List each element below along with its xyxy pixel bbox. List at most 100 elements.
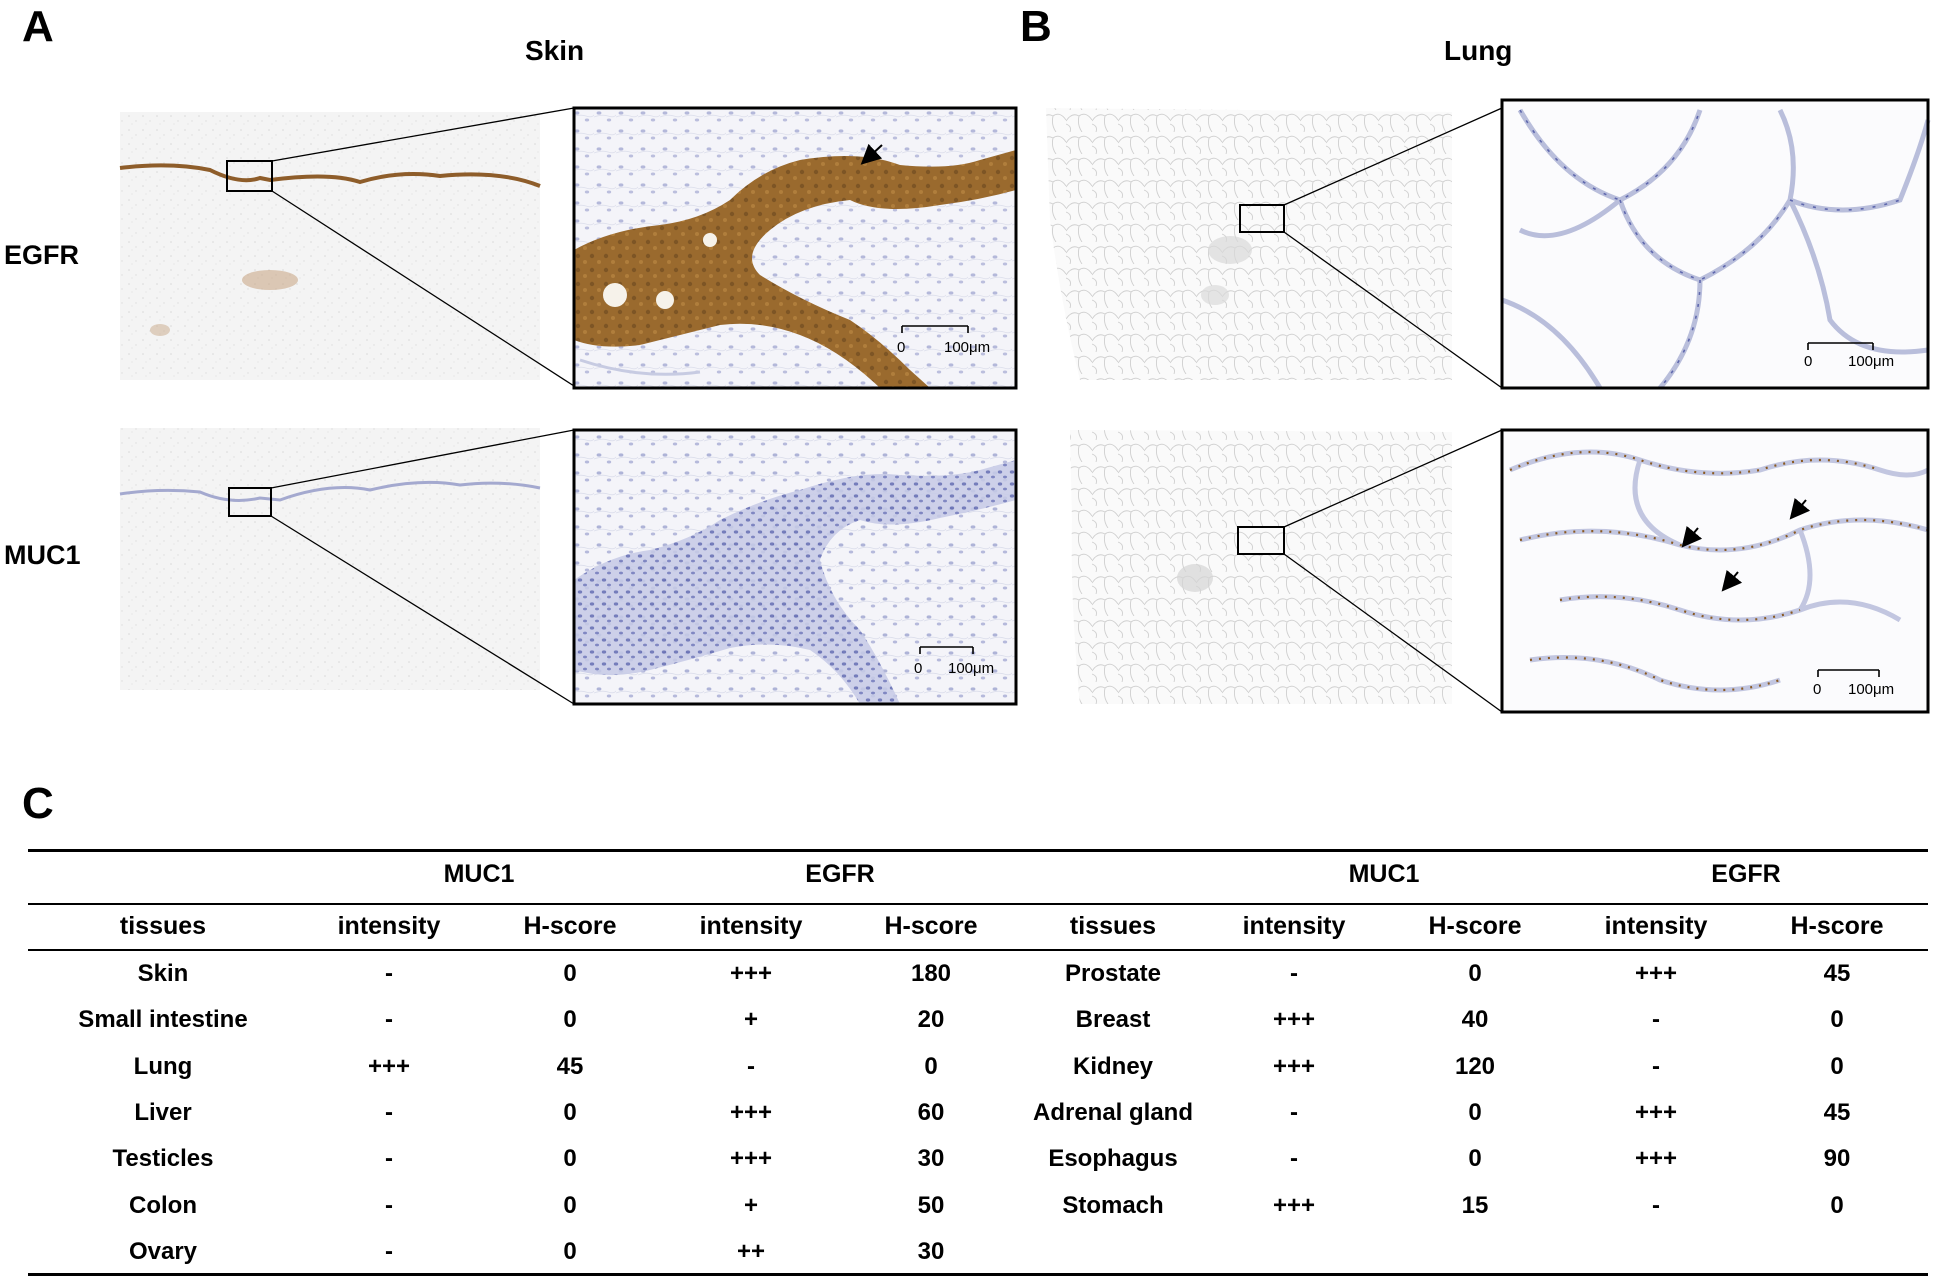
table-cell-h-score: 0 — [1468, 1145, 1482, 1173]
table-cell-intensity: - — [1290, 1098, 1298, 1126]
table-group-header-row: MUC1 EGFR MUC1 EGFR — [28, 851, 1928, 897]
scale-zero-label: 0 — [914, 660, 922, 677]
skin-muc1-zoom — [572, 428, 1018, 706]
column-header-intensity: intensity — [1604, 912, 1708, 940]
table-cell-tissues: Stomach — [1062, 1191, 1164, 1219]
table-row: Liver - 0 +++ 60 Adrenal gland - 0 +++ 45 — [28, 1090, 1928, 1136]
table-cell-h-score: 120 — [1454, 1052, 1496, 1080]
table-cell-h-score: 30 — [917, 1145, 945, 1173]
column-header-intensity: intensity — [1242, 912, 1346, 940]
scale-bar-skin-muc1: 0 100μm — [914, 646, 994, 677]
table-cell-intensity: - — [385, 1145, 393, 1173]
table-header-rule — [28, 949, 1928, 951]
table-cell-h-score: 60 — [917, 1098, 945, 1126]
row-label-muc1: MUC1 — [4, 540, 81, 570]
lung-egfr-overview — [1046, 108, 1452, 380]
column-header-intensity: intensity — [337, 912, 441, 940]
table-cell-h-score: 40 — [1461, 1006, 1489, 1034]
lung-muc1-roi-box — [1237, 526, 1285, 555]
row-label-egfr: EGFR — [4, 240, 80, 270]
scale-zero-label: 0 — [1804, 353, 1812, 370]
table-bottom-rule — [28, 1273, 1928, 1276]
table-cell-intensity: - — [385, 1006, 393, 1034]
table-cell-h-score: 0 — [1830, 1006, 1844, 1034]
lung-muc1-overview — [1070, 430, 1452, 704]
column-header-intensity: intensity — [699, 912, 803, 940]
group-header-egfr: EGFR — [805, 860, 875, 888]
table-cell-intensity: - — [1652, 1191, 1660, 1219]
panel-title-lung: Lung — [1444, 35, 1513, 66]
table-cell-h-score: 45 — [1823, 960, 1851, 987]
scale-zero-label: 0 — [1813, 681, 1821, 698]
table-cell-h-score: 0 — [563, 1237, 577, 1265]
skin-egfr-roi-box — [226, 160, 273, 192]
table-row: Small intestine - 0 +20 Breast +++ 40 - 0 — [28, 997, 1928, 1043]
table-cell-intensity: - — [1652, 1006, 1660, 1034]
group-header-egfr: EGFR — [1711, 860, 1781, 888]
table-group-rule — [28, 903, 1928, 905]
table-cell-intensity: +++ — [1634, 1145, 1678, 1173]
table-cell-intensity: +++ — [729, 1145, 773, 1173]
table-cell-tissues: Kidney — [1072, 1052, 1154, 1080]
panel-letter-b: B — [1020, 2, 1052, 51]
column-header-tissues: tissues — [1069, 912, 1157, 940]
table-cell-h-score: 0 — [1830, 1052, 1844, 1080]
table-row: Colon - 0 +50 Stomach +++ 15 - 0 — [28, 1183, 1928, 1229]
lung-egfr-zoom — [1500, 98, 1931, 390]
table-cell-tissues: Ovary — [128, 1237, 198, 1265]
table-cell-h-score: 30 — [917, 1237, 945, 1265]
table-cell-intensity: - — [1290, 1145, 1298, 1173]
table-cell-h-score: 50 — [917, 1191, 945, 1219]
table-cell-intensity: +++ — [1634, 960, 1678, 987]
table-cell-intensity: +++ — [1634, 1098, 1678, 1126]
micrograph-figure: 0 100μm 0 100μm 0 100μm 0 100μm — [119, 98, 1931, 714]
panel-title-skin: Skin — [525, 35, 585, 66]
table-cell-intensity: - — [385, 1191, 393, 1219]
table-cell-intensity: + — [743, 1191, 759, 1219]
table-cell-tissues: Esophagus — [1048, 1145, 1178, 1173]
table-cell-tissues: Lung — [133, 1052, 193, 1080]
lung-muc1-zoom — [1500, 428, 1930, 714]
table-cell-h-score: 90 — [1823, 1145, 1851, 1173]
table-cell-intensity: - — [385, 1237, 393, 1265]
table-row: Skin - 0 +++ 180 Prostate - 0 +++ 45 — [28, 951, 1928, 997]
scale-length-label: 100μm — [1848, 681, 1894, 698]
table-cell-intensity: - — [385, 960, 393, 987]
table-cell-intensity: - — [1290, 960, 1298, 987]
table-cell-h-score: 15 — [1461, 1191, 1489, 1219]
table-cell-intensity: - — [385, 1098, 393, 1126]
table-cell-intensity: +++ — [367, 1052, 411, 1080]
table-row: Lung +++ 45 - 0 Kidney +++ 120 - 0 — [28, 1044, 1928, 1090]
table-cell-tissues: Adrenal gland — [1032, 1098, 1194, 1126]
table-cell-intensity: +++ — [729, 1098, 773, 1126]
scale-length-label: 100μm — [1848, 353, 1894, 370]
table-cell-tissues: Breast — [1075, 1006, 1151, 1034]
column-header-tissues: tissues — [119, 912, 207, 940]
table-cell-h-score: 0 — [1468, 1098, 1482, 1126]
scale-zero-label: 0 — [897, 339, 905, 356]
table-top-rule — [28, 849, 1928, 852]
column-header-h-score: H-score — [884, 912, 978, 940]
skin-egfr-zoom — [572, 106, 1018, 390]
table-cell-h-score: 0 — [1830, 1191, 1844, 1219]
column-header-h-score: H-score — [1428, 912, 1522, 940]
table-cell-h-score: 45 — [1823, 1098, 1851, 1126]
table-cell-intensity: ++ — [736, 1237, 766, 1265]
skin-muc1-roi-box — [228, 487, 272, 517]
scale-bar-lung-muc1: 0 100μm — [1813, 669, 1894, 698]
table-cell-tissues: Liver — [134, 1098, 192, 1126]
scale-length-label: 100μm — [944, 339, 990, 356]
table-row: Testicles - 0 +++ 30 Esophagus - 0 +++ 90 — [28, 1136, 1928, 1182]
table-cell-h-score: 0 — [563, 960, 577, 987]
table-cell-tissues: Prostate — [1064, 960, 1162, 987]
skin-egfr-overview — [119, 112, 541, 380]
table-cell-intensity: +++ — [1272, 1191, 1316, 1219]
table-cell-h-score: 0 — [563, 1098, 577, 1126]
table-column-header-row: tissues intensity H-score intensity H-score t… — [28, 903, 1928, 949]
scale-length-label: 100μm — [948, 660, 994, 677]
table-cell-h-score: 180 — [910, 960, 952, 987]
table-cell-intensity: - — [1652, 1052, 1660, 1080]
table-cell-tissues: Colon — [129, 1191, 197, 1219]
skin-muc1-overview — [119, 428, 541, 690]
table-cell-h-score: 0 — [1468, 960, 1482, 987]
